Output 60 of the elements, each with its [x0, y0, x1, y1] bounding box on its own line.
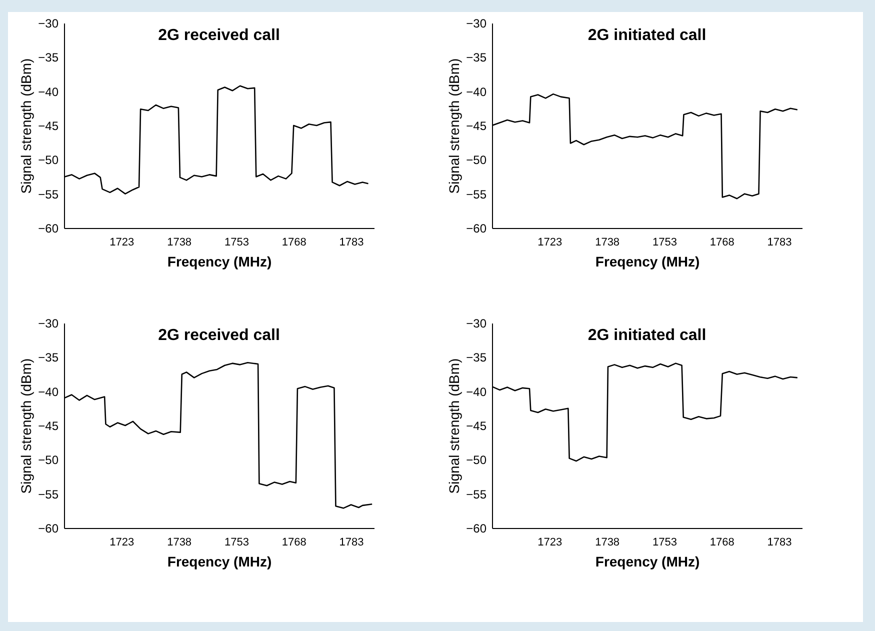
x-tick-label: 1738: [167, 536, 192, 548]
y-tick-label: −40: [466, 384, 487, 399]
y-tick-label: −30: [38, 16, 59, 30]
y-axis-title: Signal strength (dBm): [446, 58, 462, 194]
x-axis-title: Freqency (MHz): [595, 554, 700, 570]
x-tick-label: 1783: [767, 536, 792, 548]
y-tick-label: −60: [466, 222, 487, 236]
x-tick-label: 1753: [652, 236, 677, 248]
y-tick-label: −55: [38, 487, 59, 502]
y-tick-label: −50: [466, 153, 487, 168]
y-axis-title: Signal strength (dBm): [18, 58, 34, 194]
x-tick-label: 1768: [282, 236, 306, 248]
y-axis-title: Signal strength (dBm): [18, 358, 34, 494]
y-tick-label: −60: [38, 522, 59, 536]
y-tick-label: −60: [466, 522, 487, 536]
x-axis-title: Freqency (MHz): [595, 254, 700, 270]
y-tick-label: −35: [466, 50, 487, 65]
y-tick-label: −35: [38, 50, 59, 65]
y-tick-label: −50: [38, 153, 59, 168]
y-tick-label: −35: [38, 350, 59, 365]
x-tick-label: 1738: [167, 236, 192, 248]
x-axis-title: Freqency (MHz): [167, 254, 272, 270]
y-tick-label: −45: [466, 119, 487, 133]
x-tick-label: 1753: [652, 536, 677, 548]
y-tick-label: −45: [466, 419, 487, 433]
x-tick-label: 1723: [538, 536, 562, 548]
x-axis-title: Freqency (MHz): [167, 554, 272, 570]
y-tick-label: −45: [38, 419, 59, 433]
x-tick-label: 1783: [767, 236, 792, 248]
y-tick-label: −30: [466, 16, 487, 30]
x-tick-label: 1783: [339, 536, 364, 548]
x-tick-label: 1723: [110, 536, 134, 548]
x-tick-label: 1768: [710, 236, 734, 248]
y-tick-label: −55: [466, 487, 487, 502]
x-tick-label: 1753: [224, 536, 249, 548]
x-tick-label: 1738: [595, 236, 620, 248]
x-tick-label: 1768: [710, 536, 734, 548]
chart-title: 2G initiated call: [588, 327, 706, 344]
y-tick-label: −40: [466, 84, 487, 99]
chart-title: 2G received call: [158, 27, 280, 44]
chart-title: 2G received call: [158, 327, 280, 344]
x-tick-label: 1723: [110, 236, 134, 248]
y-tick-label: −50: [38, 453, 59, 468]
y-tick-label: −45: [38, 119, 59, 133]
x-tick-label: 1753: [224, 236, 249, 248]
y-tick-label: −30: [466, 316, 487, 330]
y-tick-label: −55: [38, 187, 59, 202]
y-tick-label: −40: [38, 384, 59, 399]
y-axis-title: Signal strength (dBm): [446, 358, 462, 494]
y-tick-label: −50: [466, 453, 487, 468]
y-tick-label: −40: [38, 84, 59, 99]
y-tick-label: −55: [466, 187, 487, 202]
x-tick-label: 1768: [282, 536, 306, 548]
chart-title: 2G initiated call: [588, 27, 706, 44]
y-tick-label: −60: [38, 222, 59, 236]
x-tick-label: 1723: [538, 236, 562, 248]
x-tick-label: 1783: [339, 236, 364, 248]
y-tick-label: −35: [466, 350, 487, 365]
x-tick-label: 1738: [595, 536, 620, 548]
y-tick-label: −30: [38, 316, 59, 330]
